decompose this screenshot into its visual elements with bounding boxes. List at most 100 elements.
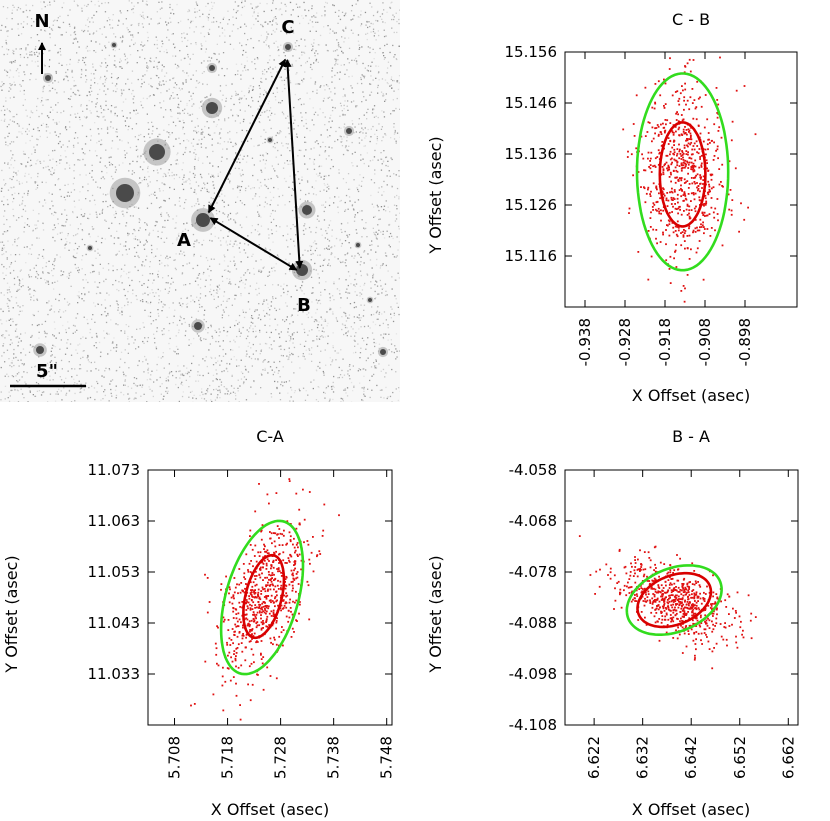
scatter-point <box>688 588 690 590</box>
scatter-point <box>241 606 243 609</box>
scatter-point <box>228 601 231 604</box>
scatter-point <box>267 588 269 591</box>
scatter-point <box>679 153 682 155</box>
scatter-point <box>688 161 691 164</box>
scatter-point <box>670 620 672 623</box>
scatter-point <box>703 591 705 594</box>
scatter-point <box>682 584 684 586</box>
scatter-point <box>641 595 644 598</box>
scatter-point <box>691 590 694 592</box>
scatter-point <box>651 606 654 609</box>
scatter-point <box>260 530 262 533</box>
scatter-point <box>654 590 657 593</box>
scatter-point <box>658 575 660 578</box>
scatter-point <box>295 492 298 495</box>
scatter-point <box>265 568 268 570</box>
scatter-point <box>677 120 680 123</box>
scatter-point <box>653 164 656 167</box>
scatter-point <box>263 596 266 598</box>
scatter-point <box>682 194 685 196</box>
scatter-point <box>269 599 272 602</box>
scatter-point <box>251 585 254 588</box>
scatter-point <box>666 591 669 594</box>
scatter-point <box>672 620 675 623</box>
scatter-point <box>712 612 715 615</box>
scatter-point <box>657 591 660 594</box>
scatter-point <box>713 123 716 126</box>
scatter-point <box>264 590 267 593</box>
scatter-point <box>691 593 693 596</box>
scatter-point <box>643 551 646 553</box>
scatter-point <box>700 166 703 168</box>
scatter-point <box>321 535 324 537</box>
scatter-point <box>235 665 237 668</box>
scatter-point <box>278 635 281 638</box>
scatter-point <box>740 202 742 205</box>
x-tick-label: 6.622 <box>585 736 603 779</box>
scatter-point <box>698 229 701 232</box>
scatter-point <box>689 143 692 146</box>
scatter-point <box>707 148 709 151</box>
scatter-point <box>262 588 264 591</box>
scatter-point <box>712 591 715 594</box>
confidence-ellipse-outer <box>625 564 723 637</box>
scatter-point <box>261 662 264 665</box>
scatter-point <box>270 594 273 597</box>
scatter-point <box>680 169 683 172</box>
scatter-point <box>754 616 757 618</box>
scatter-point <box>684 65 687 68</box>
scatter-point <box>296 576 299 579</box>
scatter-point <box>274 605 276 608</box>
scatter-point <box>235 652 238 654</box>
scatter-point <box>265 612 267 615</box>
scatter-point <box>676 111 678 113</box>
scatter-point <box>322 529 325 532</box>
scatter-point <box>686 62 689 65</box>
scatter-point <box>686 133 688 136</box>
scatter-point <box>708 627 711 629</box>
scatter-point <box>664 131 666 134</box>
scatter-point <box>672 152 675 155</box>
scatter-point <box>259 598 262 601</box>
scatter-point <box>206 611 209 614</box>
scatter-point <box>669 569 672 572</box>
scatter-point <box>723 626 726 628</box>
scatter-point <box>667 606 670 609</box>
scatter-point <box>280 571 282 574</box>
scatter-point <box>700 614 702 617</box>
scatter-point <box>282 534 285 537</box>
scatter-point <box>260 640 263 642</box>
scatter-point <box>269 588 272 591</box>
scatter-point <box>673 608 676 611</box>
scatter-point <box>680 155 683 157</box>
scatter-point <box>682 118 685 121</box>
scatter-point <box>674 166 677 169</box>
scatter-point <box>649 566 652 569</box>
scatter-point <box>643 604 646 607</box>
scatter-point <box>616 582 619 584</box>
scatter-point <box>731 120 734 123</box>
scatter-point <box>230 596 233 599</box>
scatter-point <box>650 255 653 258</box>
scatter-point <box>273 540 276 543</box>
scatter-point <box>239 718 242 721</box>
scatter-point <box>692 229 695 232</box>
scatter-point <box>247 570 250 573</box>
scatter-point <box>282 599 285 601</box>
scatter-point <box>664 163 666 165</box>
scatter-point <box>282 551 285 554</box>
scatter-point <box>285 576 288 579</box>
scatter-point <box>663 78 665 81</box>
scatter-point <box>699 218 702 221</box>
scatter-point <box>643 169 645 172</box>
scatter-point <box>702 278 705 281</box>
scatter-point <box>285 601 287 604</box>
scatter-point <box>710 178 713 181</box>
scatter-point <box>670 591 673 594</box>
scatter-point <box>703 204 705 207</box>
scatter-point <box>694 227 697 230</box>
scatter-point <box>660 584 663 587</box>
scatter-point <box>688 209 691 212</box>
scatter-point <box>268 624 270 626</box>
scatter-point <box>724 599 727 602</box>
